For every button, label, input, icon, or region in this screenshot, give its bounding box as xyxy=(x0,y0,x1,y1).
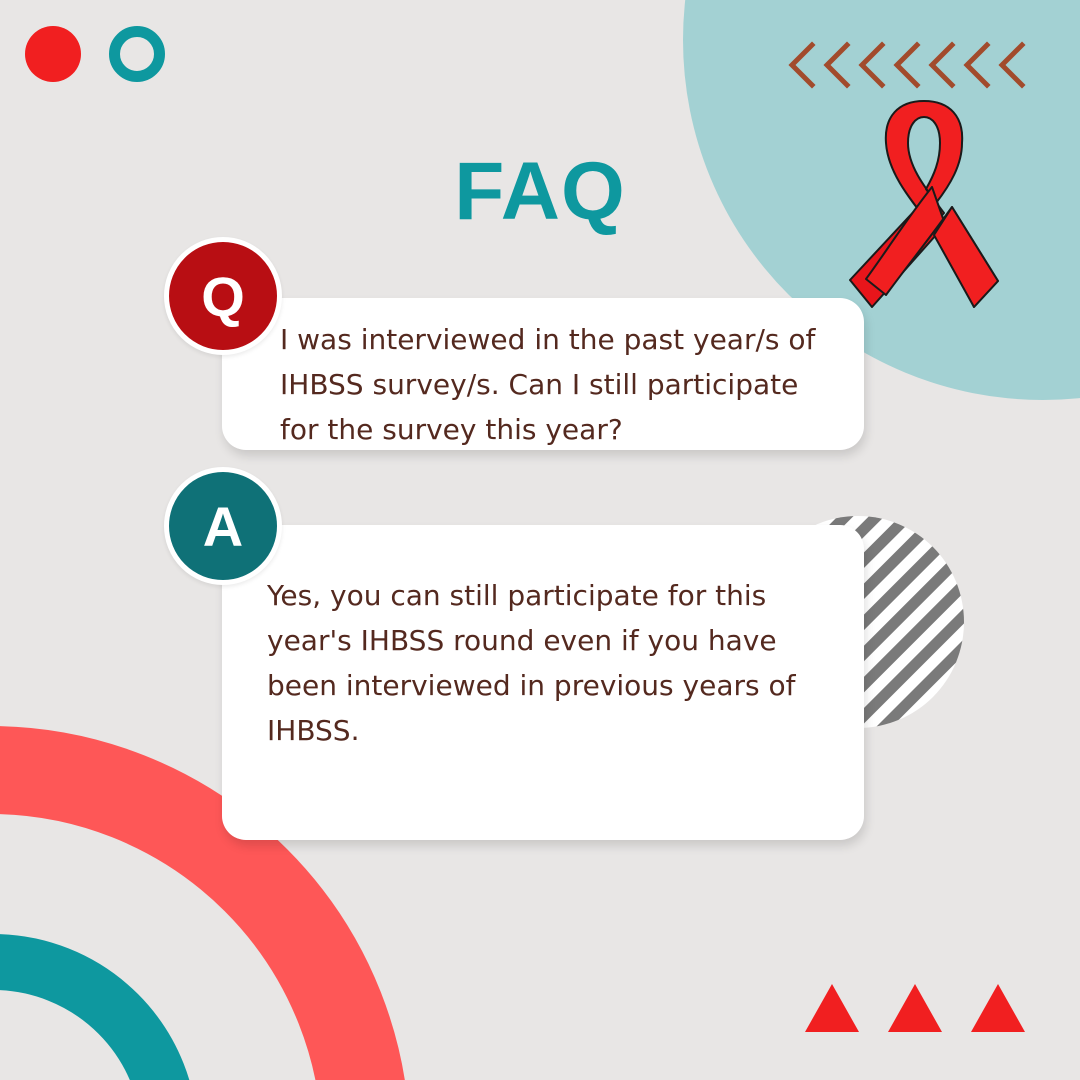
answer-card xyxy=(222,525,864,840)
answer-line: been interviewed in previous years of xyxy=(267,669,796,702)
chevrons-left-icon xyxy=(788,41,1026,89)
question-line: I was interviewed in the past year/s of xyxy=(280,323,816,356)
answer-line: year's IHBSS round even if you have xyxy=(267,624,777,657)
page-title: FAQ xyxy=(454,146,626,237)
teal-ring-icon xyxy=(109,26,165,82)
answer-line: Yes, you can still participate for this xyxy=(267,579,767,612)
question-badge: Q xyxy=(164,237,282,355)
triangle-icon xyxy=(888,984,942,1032)
question-line: for the survey this year? xyxy=(280,413,623,446)
triangles-decoration xyxy=(805,984,1025,1032)
answer-text: Yes, you can still participate for this … xyxy=(267,573,847,753)
answer-line: IHBSS. xyxy=(267,714,360,747)
triangle-icon xyxy=(805,984,859,1032)
red-dot-icon xyxy=(25,26,81,82)
awareness-ribbon-icon xyxy=(849,100,999,308)
question-card xyxy=(222,298,864,450)
question-line: IHBSS survey/s. Can I still participate xyxy=(280,368,799,401)
question-text: I was interviewed in the past year/s of … xyxy=(280,317,860,452)
answer-badge: A xyxy=(164,467,282,585)
triangle-icon xyxy=(971,984,1025,1032)
